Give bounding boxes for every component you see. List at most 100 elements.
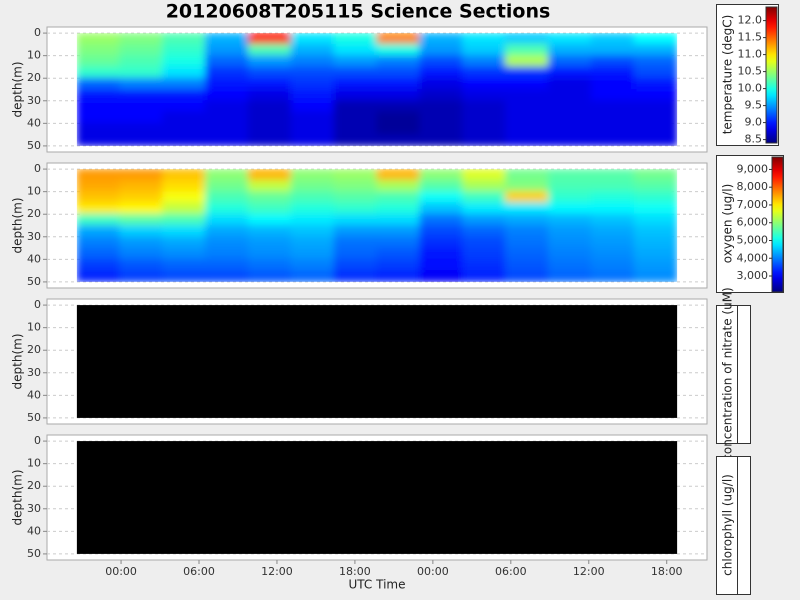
heatmap-cell	[505, 247, 549, 260]
heatmap-cell	[376, 191, 421, 204]
heatmap-cell	[547, 169, 592, 181]
heatmap-cell	[505, 213, 549, 226]
heatmap-cell	[633, 134, 678, 146]
heatmap-cell	[162, 111, 207, 124]
y-tick-label: 0	[34, 162, 41, 175]
y-tick-label: 30	[27, 94, 41, 107]
heatmap-cell	[333, 247, 378, 260]
heatmap-cell	[333, 270, 378, 282]
heatmap-cell	[247, 179, 292, 193]
heatmap-cell	[462, 225, 507, 238]
heatmap-cell	[376, 77, 421, 90]
heatmap-cell	[590, 169, 635, 181]
heatmap-cell	[76, 191, 121, 204]
heatmap-cell	[462, 66, 507, 79]
heatmap-cell	[247, 122, 292, 136]
heatmap-cell	[419, 122, 464, 136]
heatmap-cell	[205, 134, 249, 146]
heatmap-cell	[419, 191, 464, 204]
colorbar	[765, 6, 778, 144]
heatmap-cell	[590, 202, 635, 215]
heatmap-cell	[419, 213, 464, 226]
heatmap-cell	[247, 66, 292, 79]
heatmap-cell	[633, 55, 678, 68]
heatmap-cell	[333, 169, 378, 181]
heatmap-cell	[333, 236, 378, 249]
x-tick-label: 00:00	[105, 565, 137, 578]
heatmap-cell	[376, 43, 421, 57]
heatmap-cell	[290, 66, 335, 79]
heatmap-cell	[290, 225, 335, 238]
heatmap-cell	[76, 43, 121, 57]
x-tick-label: 12:00	[573, 565, 605, 578]
colorbar-tick-label: 3,000	[737, 269, 769, 282]
heatmap-cell	[290, 77, 335, 90]
heatmap-cell	[205, 66, 249, 79]
heatmap-cell	[205, 169, 249, 181]
heatmap-cell	[547, 202, 592, 215]
heatmap-cell	[119, 55, 164, 68]
heatmap-cell	[419, 66, 464, 79]
heatmap-cell	[162, 66, 207, 79]
colorbar-tick-label: 4,000	[737, 251, 769, 264]
heatmap-cell	[205, 225, 249, 238]
heatmap-cell	[333, 66, 378, 79]
heatmap-cell	[119, 43, 164, 57]
heatmap-cell	[290, 111, 335, 124]
heatmap-cell	[505, 55, 549, 68]
heatmap-cell	[247, 100, 292, 113]
heatmap-cell	[205, 43, 249, 57]
heatmap-cell	[590, 179, 635, 193]
colorbar-tick-label: 11.5	[738, 31, 763, 44]
heatmap-cell	[419, 236, 464, 249]
heatmap-cell	[419, 225, 464, 238]
heatmap-cell	[76, 270, 121, 282]
heatmap-cell	[633, 236, 678, 249]
y-tick-label: 0	[34, 26, 41, 39]
heatmap-cell	[290, 202, 335, 215]
heatmap-cell	[419, 134, 464, 146]
colorbar-tick-label: 11.0	[738, 48, 763, 61]
heatmap-cell	[590, 55, 635, 68]
heatmap-cell	[333, 134, 378, 146]
heatmap-cell	[333, 122, 378, 136]
heatmap-cell	[462, 258, 507, 272]
heatmap-cell	[290, 100, 335, 113]
heatmap-cell	[376, 33, 421, 45]
heatmap-cell	[119, 77, 164, 90]
y-tick-label: 0	[34, 298, 41, 311]
heatmap-cell	[333, 77, 378, 90]
heatmap-cell	[419, 169, 464, 181]
heatmap-cell	[633, 179, 678, 193]
heatmap-cell	[505, 202, 549, 215]
heatmap-cell	[76, 179, 121, 193]
heatmap-cell	[290, 213, 335, 226]
heatmap-cell	[419, 33, 464, 45]
heatmap-cell	[162, 247, 207, 260]
heatmap-cell	[505, 111, 549, 124]
heatmap-cell	[205, 191, 249, 204]
heatmap-cell	[76, 225, 121, 238]
heatmap-cell	[376, 225, 421, 238]
heatmap-cell	[290, 169, 335, 181]
heatmap-cell	[205, 33, 249, 45]
colorbar-label: chlorophyll (ug/l)	[721, 474, 735, 576]
colorbar-label: temperature (degC)	[721, 15, 735, 135]
y-tick-label: 40	[27, 388, 41, 401]
colorbar-label: concentration of nitrate (uM)	[721, 287, 735, 460]
heatmap-cell	[462, 89, 507, 102]
heatmap-cell	[76, 247, 121, 260]
heatmap-cell	[590, 43, 635, 57]
heatmap-cell	[290, 191, 335, 204]
heatmap-cell	[247, 213, 292, 226]
heatmap-cell	[376, 247, 421, 260]
heatmap-cell	[162, 134, 207, 146]
heatmap-cell	[205, 89, 249, 102]
heatmap-cell	[162, 213, 207, 226]
heatmap-cell	[590, 225, 635, 238]
heatmap-cell	[419, 258, 464, 272]
heatmap-cell	[76, 258, 121, 272]
heatmap	[76, 169, 678, 282]
heatmap-cell	[376, 89, 421, 102]
heatmap-cell	[419, 111, 464, 124]
